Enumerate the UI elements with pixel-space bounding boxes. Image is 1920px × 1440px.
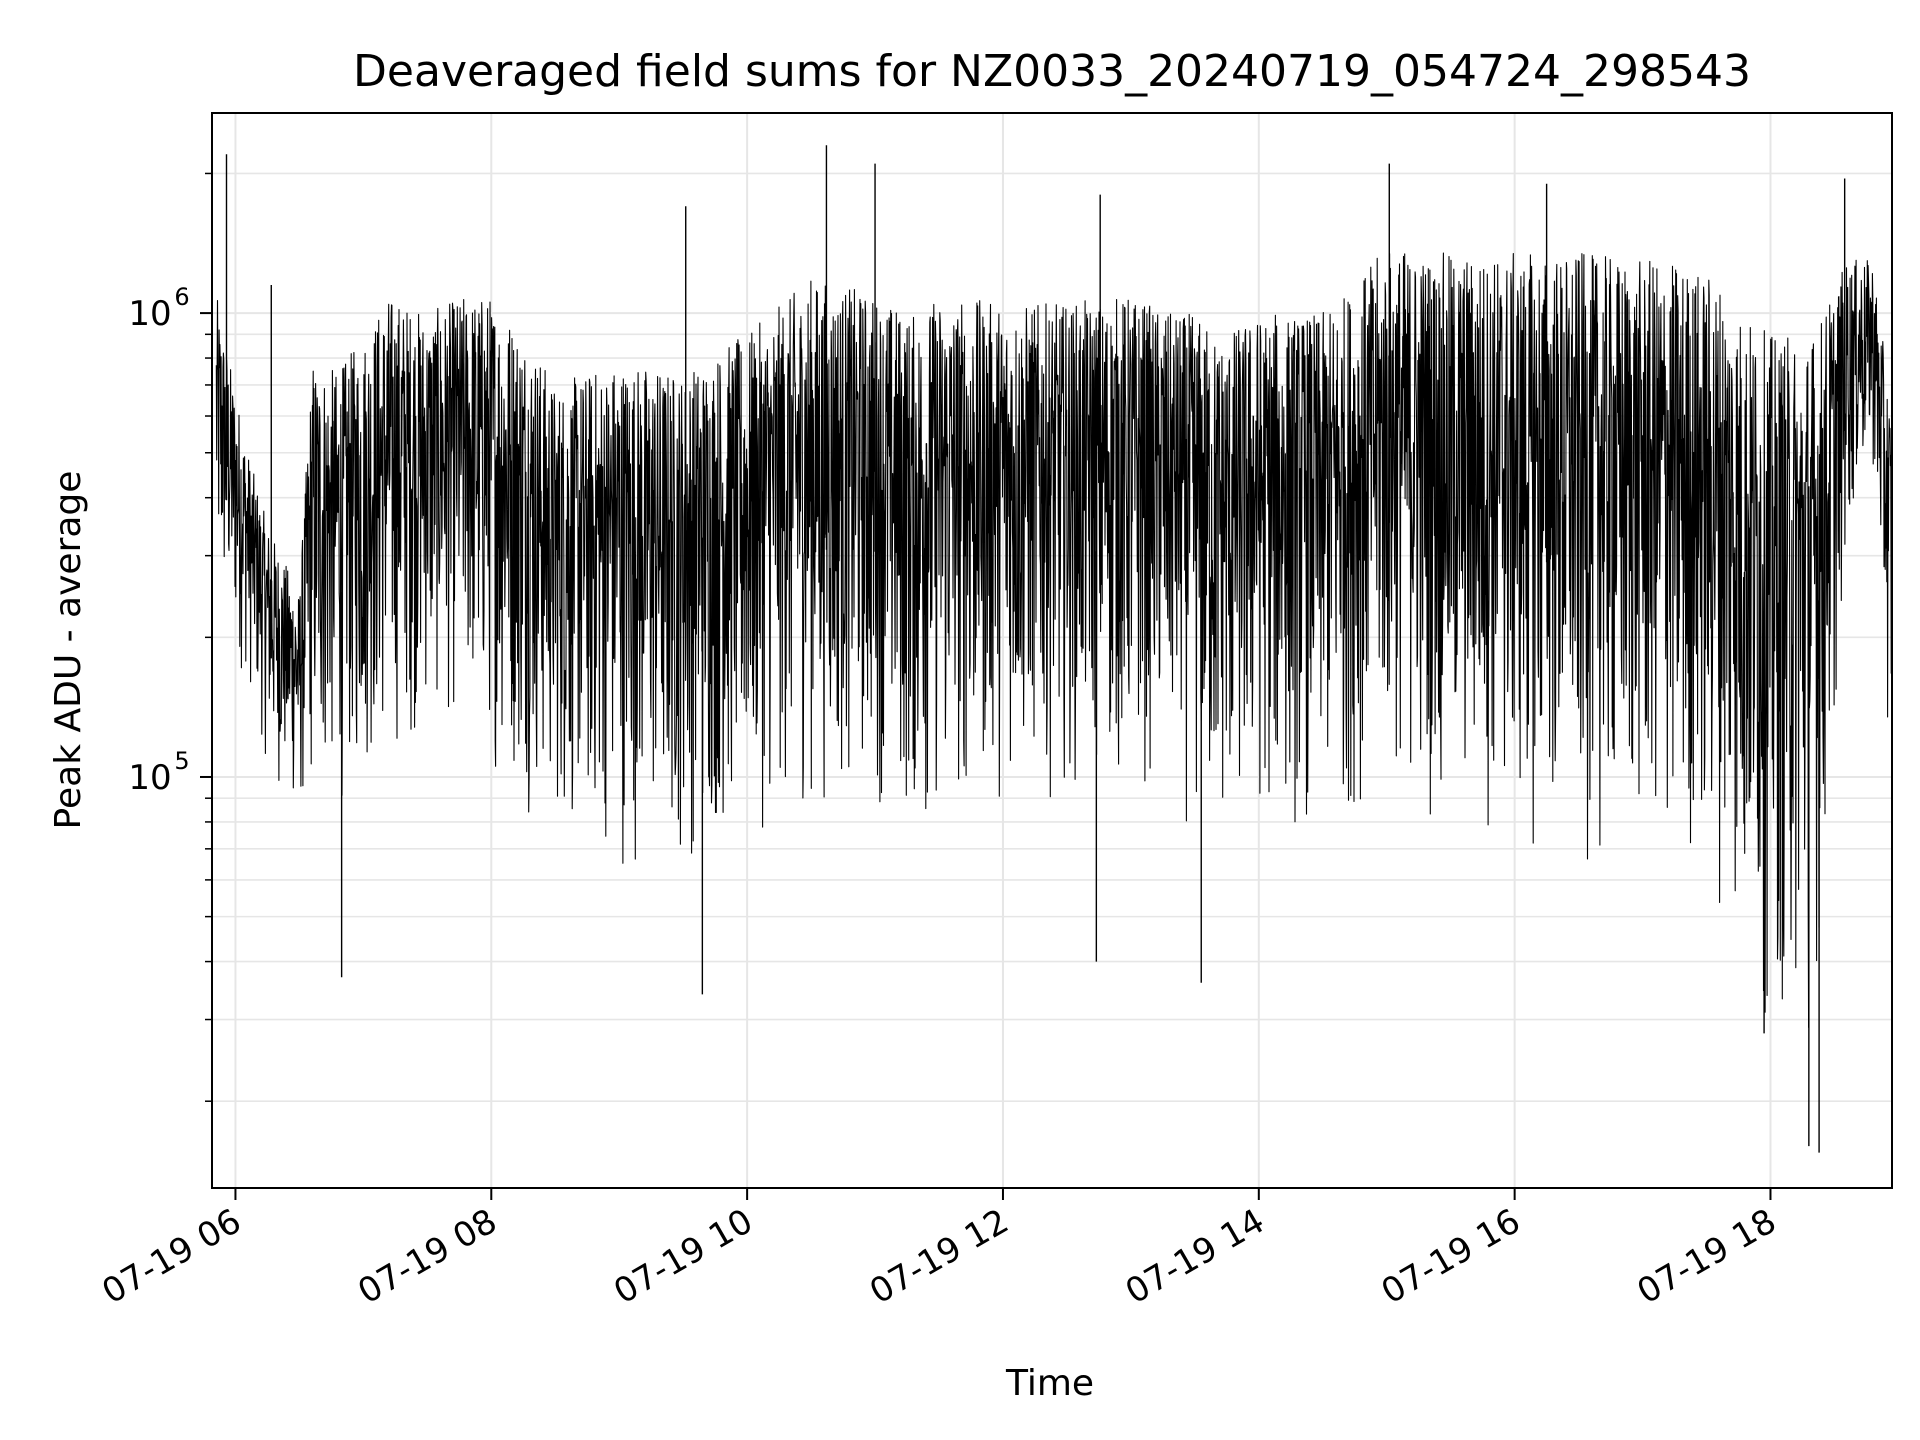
series-line — [215, 145, 1893, 1153]
axes-frame — [211, 112, 1893, 1189]
x-axis-label: Time — [1005, 1363, 1094, 1404]
y-tick-label-1: 10 — [128, 294, 171, 334]
series-path — [215, 252, 1893, 1028]
y-axis-label: Peak ADU - average — [48, 471, 89, 830]
y-tick-exponent-1: 6 — [174, 283, 189, 311]
chart-title: Deaveraged field sums for NZ0033_2024071… — [353, 46, 1751, 97]
y-tick-label-0: 10 — [128, 758, 171, 798]
y-tick-exponent-0: 5 — [174, 747, 189, 775]
